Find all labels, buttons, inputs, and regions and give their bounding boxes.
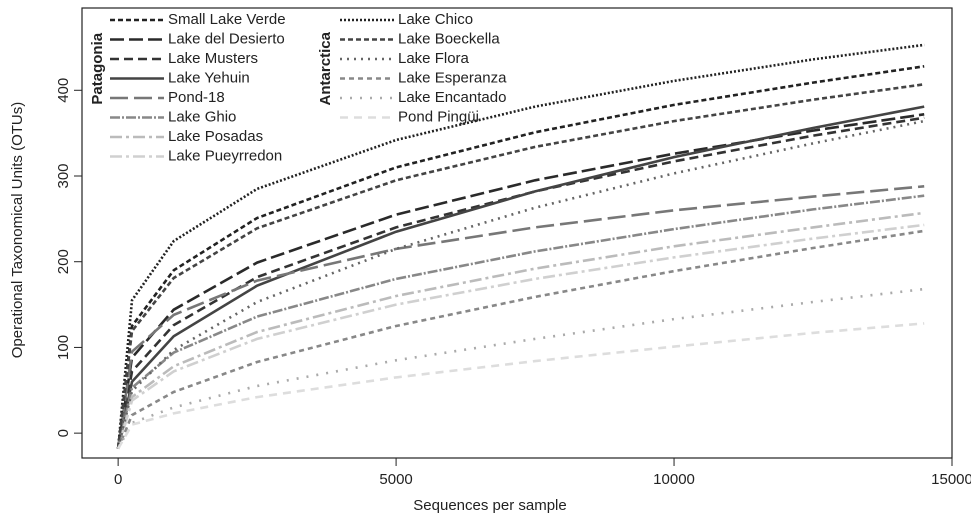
legend-label: Small Lake Verde	[168, 11, 286, 28]
legend-label: Lake Pueyrredon	[168, 147, 282, 164]
series-line	[116, 65, 925, 449]
x-tick-label: 5000	[379, 471, 412, 488]
series-line	[116, 43, 925, 449]
series-line	[116, 185, 925, 449]
legend-label: Lake Yehuin	[168, 69, 250, 86]
x-axis-label: Sequences per sample	[413, 497, 566, 514]
series-line	[116, 322, 925, 450]
legend-label: Lake Boeckella	[398, 30, 500, 47]
legend-label: Pond Pingüi	[398, 108, 479, 125]
series-line	[116, 83, 925, 449]
y-tick-label: 300	[55, 163, 72, 188]
legend-label: Lake Musters	[168, 50, 258, 67]
y-tick-label: 400	[55, 78, 72, 103]
series-line	[116, 287, 925, 450]
legend-label: Lake del Desierto	[168, 30, 285, 47]
series-line	[116, 119, 925, 449]
legend-label: Lake Ghio	[168, 108, 236, 125]
x-tick-label: 15000	[931, 471, 971, 488]
series-line	[116, 105, 925, 449]
legend-group-label: Antarctica	[317, 31, 334, 105]
series-line	[116, 229, 925, 450]
x-tick-label: 0	[114, 471, 122, 488]
legend-label: Lake Chico	[398, 11, 473, 28]
y-axis-label: Operational Taxonomical Units (OTUs)	[9, 102, 26, 358]
legend-group-label: Patagonia	[89, 32, 106, 104]
series-line	[116, 223, 925, 449]
y-tick-label: 100	[55, 335, 72, 360]
legend-label: Lake Esperanza	[398, 69, 507, 86]
legend-label: Lake Flora	[398, 50, 470, 67]
legend-label: Lake Posadas	[168, 128, 263, 145]
legend-label: Pond-18	[168, 89, 225, 106]
series-line	[116, 116, 925, 449]
y-tick-label: 0	[55, 429, 72, 437]
x-tick-label: 10000	[653, 471, 695, 488]
series-line	[116, 211, 925, 449]
legend-label: Lake Encantado	[398, 89, 506, 106]
y-tick-label: 200	[55, 249, 72, 274]
plot-frame	[81, 7, 953, 459]
series-line	[116, 194, 925, 449]
